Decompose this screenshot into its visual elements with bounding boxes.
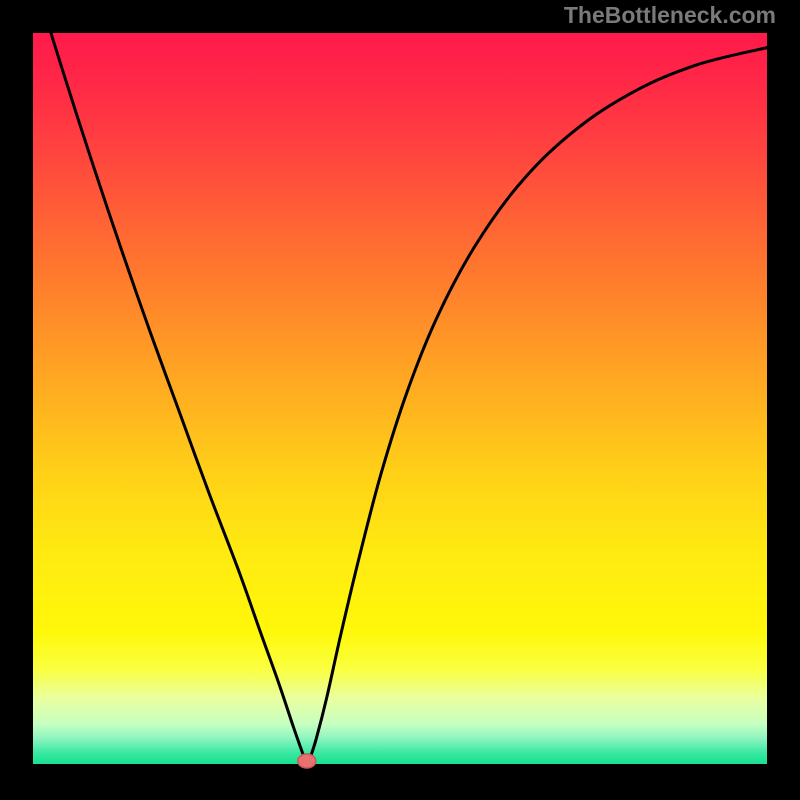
watermark-label: TheBottleneck.com bbox=[564, 2, 776, 29]
optimum-marker bbox=[298, 754, 316, 768]
bottleneck-chart bbox=[0, 0, 800, 800]
chart-container: TheBottleneck.com bbox=[0, 0, 800, 800]
plot-gradient-background bbox=[33, 33, 767, 764]
